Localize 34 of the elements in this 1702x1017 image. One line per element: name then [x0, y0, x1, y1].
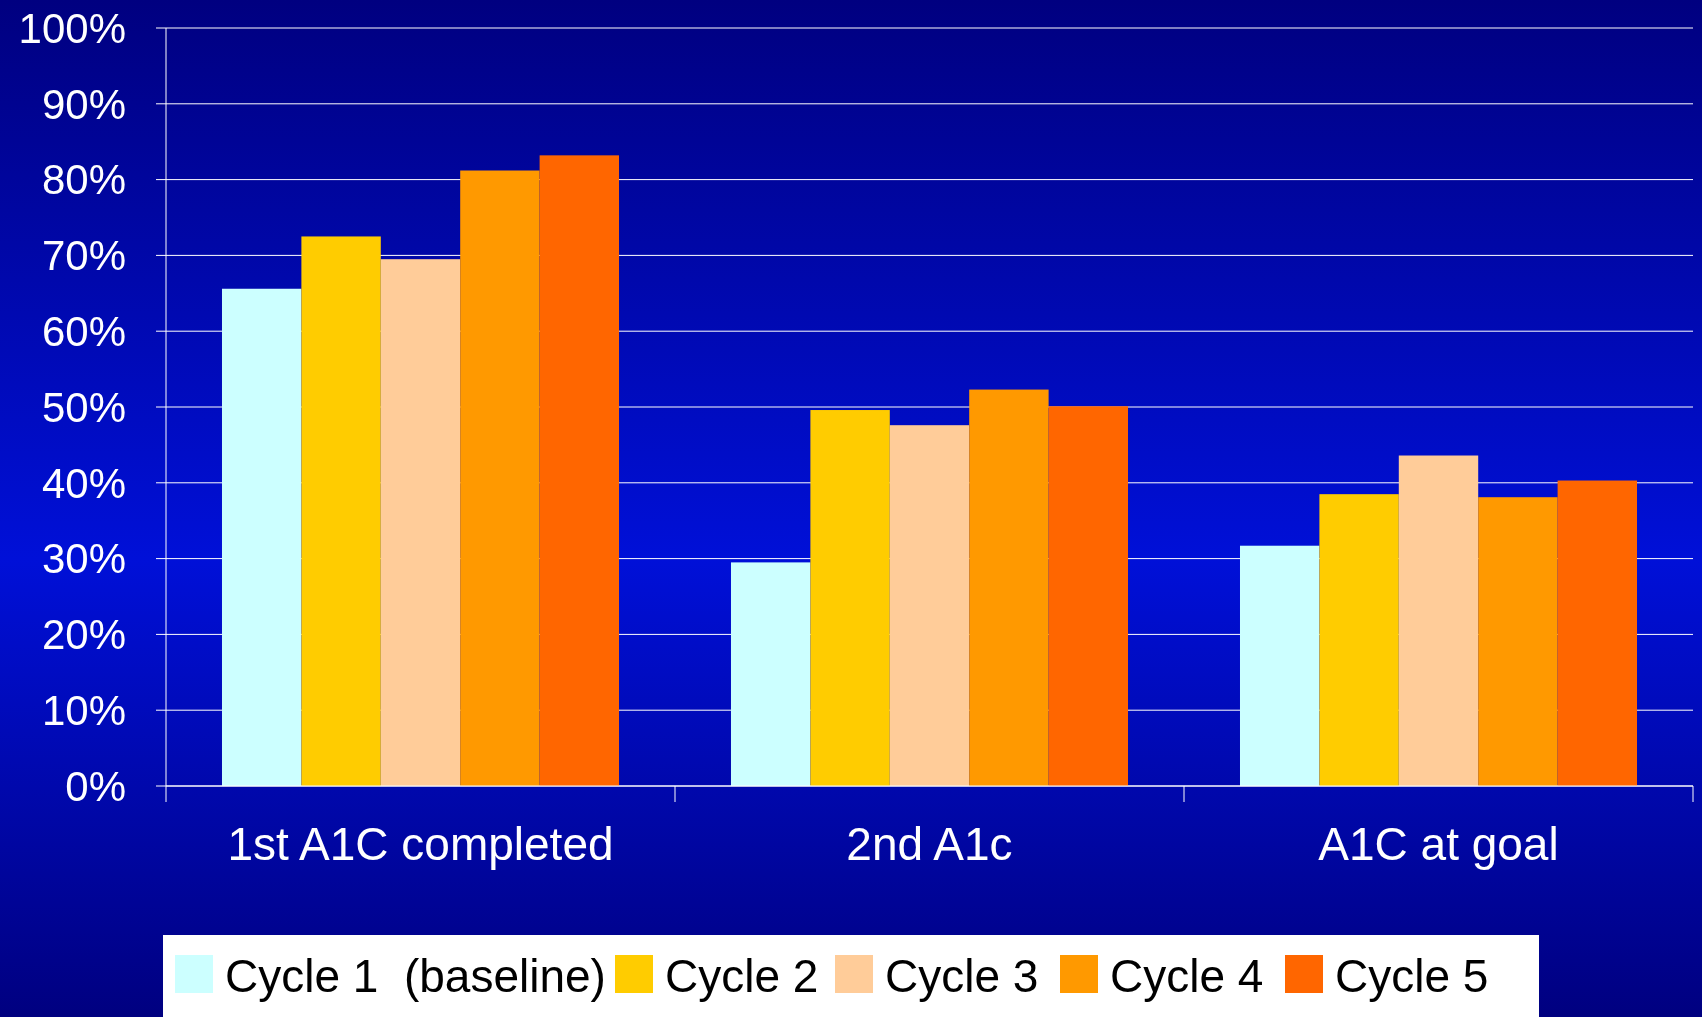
bar [889, 425, 970, 786]
x-tick-label: A1C at goal [1318, 818, 1559, 870]
bar [460, 170, 540, 786]
y-tick-label: 80% [41, 156, 126, 204]
bar [1048, 406, 1129, 786]
bar [810, 410, 890, 786]
legend-label: Cycle 3 [885, 950, 1039, 1003]
bar [1239, 545, 1320, 786]
bar [539, 155, 620, 786]
y-tick-label: 70% [41, 232, 126, 280]
bar [301, 236, 381, 786]
bar [380, 259, 461, 786]
y-tick-label: 60% [41, 307, 126, 355]
y-tick-label: 30% [41, 535, 126, 583]
bar [1398, 455, 1479, 786]
y-tick-label: 40% [41, 459, 126, 507]
legend-label: Cycle 2 [665, 950, 819, 1003]
x-tick-label: 1st A1C completed [227, 818, 614, 870]
bar [221, 288, 302, 786]
bar [730, 562, 811, 786]
y-tick-label: 10% [41, 686, 126, 734]
bar [1478, 497, 1558, 786]
y-tick-label: 20% [41, 611, 126, 659]
bar [1319, 494, 1399, 786]
legend-label: Cycle 4 [1110, 950, 1264, 1003]
bar [1557, 480, 1638, 786]
bar [969, 389, 1049, 786]
y-tick-label: 90% [41, 80, 126, 128]
y-tick-label: 50% [41, 383, 126, 431]
y-tick-label: 100% [18, 4, 126, 52]
legend-label: Cycle 5 [1335, 950, 1489, 1003]
x-tick-label: 2nd A1c [846, 818, 1013, 870]
y-tick-label: 0% [65, 762, 126, 810]
legend-label: Cycle 1 (baseline) [225, 950, 606, 1003]
